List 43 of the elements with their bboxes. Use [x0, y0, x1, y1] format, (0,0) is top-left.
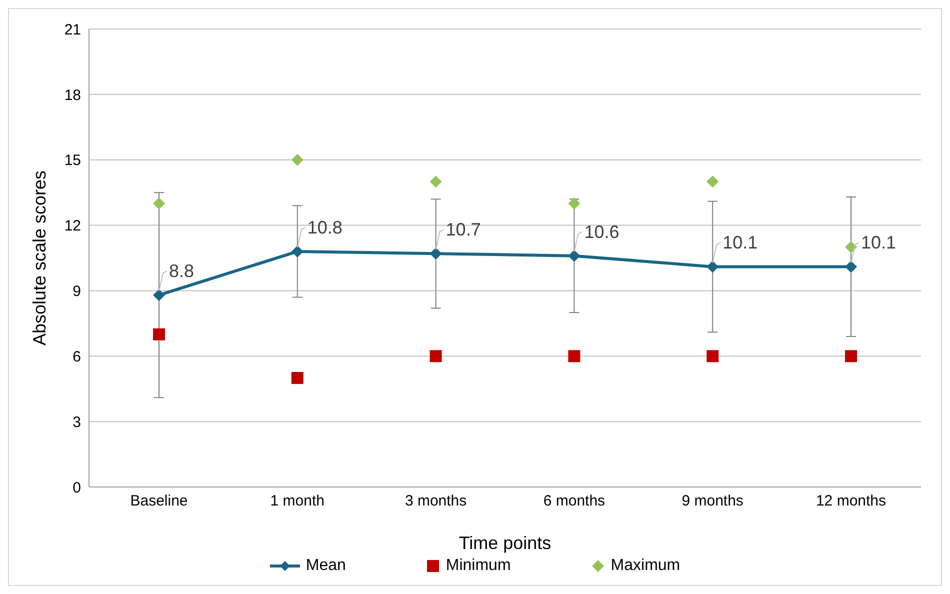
- y-tick-label: 9: [72, 283, 81, 300]
- point: [291, 372, 304, 384]
- legend-label: Maximum: [610, 557, 680, 575]
- point: [291, 154, 304, 166]
- point: [845, 241, 857, 254]
- legend-label: Minimum: [444, 557, 511, 575]
- point: [845, 350, 857, 362]
- x-tick-label: 3 months: [404, 492, 467, 510]
- y-tick-label: 3: [72, 414, 81, 431]
- point: [706, 350, 719, 362]
- point: [845, 260, 857, 273]
- point: [430, 350, 442, 362]
- y-tick-label: 0: [72, 479, 81, 496]
- x-tick-label: 1 month: [270, 492, 324, 510]
- point: [568, 350, 580, 362]
- x-tick-label: 12 months: [816, 492, 886, 510]
- point: [291, 245, 304, 258]
- data-label: 10.6: [584, 222, 620, 242]
- x-axis-title: Time points: [458, 533, 552, 553]
- data-label: 10.7: [446, 220, 481, 240]
- data-label: 8.8: [169, 261, 194, 282]
- point: [706, 260, 719, 273]
- y-axis-title: Absolute scale scores: [29, 170, 50, 346]
- point: [430, 176, 442, 188]
- point: [430, 248, 442, 260]
- point: [153, 328, 165, 340]
- y-tick-label: 15: [64, 152, 81, 170]
- point: [706, 176, 719, 188]
- y-tick-label: 12: [64, 218, 81, 235]
- data-label: 10.1: [722, 232, 758, 253]
- x-tick-label: 9 months: [682, 492, 744, 510]
- x-tick-label: 6 months: [543, 492, 606, 510]
- y-tick-label: 6: [72, 348, 81, 366]
- point: [153, 197, 165, 210]
- point: [568, 250, 580, 262]
- y-tick-label: 18: [64, 86, 81, 104]
- point: [153, 289, 165, 302]
- y-tick-label: 21: [64, 21, 81, 38]
- data-label: 10.1: [861, 232, 896, 253]
- data-label: 10.8: [307, 217, 342, 238]
- point: [568, 197, 580, 210]
- x-tick-label: Baseline: [130, 492, 188, 510]
- legend-label: Mean: [304, 557, 346, 575]
